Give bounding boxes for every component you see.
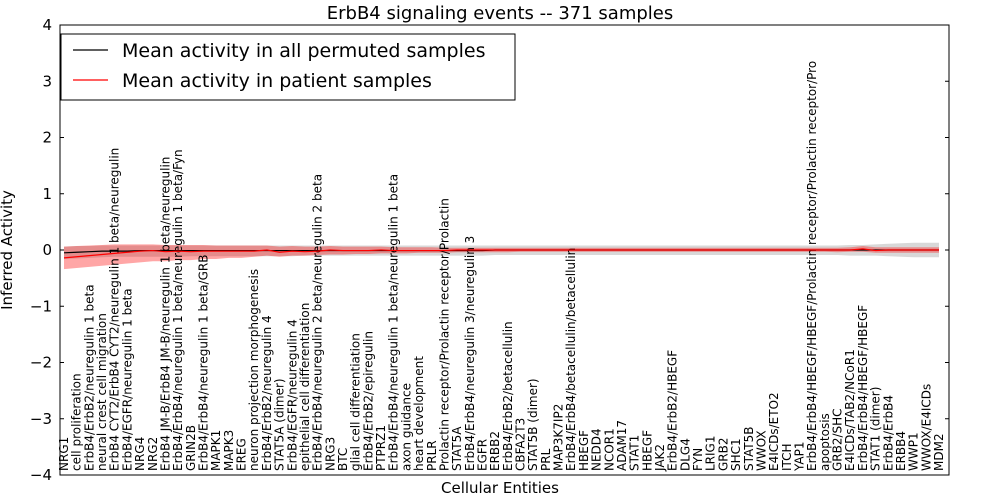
entity-label: ERBB2 [488,431,502,471]
entity-label: ITCH [780,443,794,471]
y-tick-label: 4 [42,16,52,34]
entity-label: ErbB4/ErbB4/HBEGF/HBEGF/Prolactin recept… [805,61,819,471]
entity-label: STAT1 (dimer) [869,387,883,471]
entity-label: ErbB4/ErbB4/neuregulin 2 beta/neuregulin… [311,174,325,471]
entity-label: ErbB4/ErbB4 [881,395,895,471]
entity-label: HBEGF [577,430,591,471]
entity-label: YAP1 [793,442,807,472]
entity-label: WWOX [754,430,768,471]
entity-label: HBEGF [640,430,654,471]
entity-label: NRG4 [133,437,147,471]
entity-label: STAT1 [628,435,642,471]
entity-label: apoptosis [818,413,832,471]
legend-entry-permuted: Mean activity in all permuted samples [122,40,485,62]
entity-label: glial cell differentiation [349,333,363,471]
entity-label: MAP3K7IP2 [552,404,566,471]
entity-label: GRIN2B [184,425,198,471]
y-tick-label: −1 [30,297,52,315]
entity-label: ErbB4/ErbB4/betacellulin/betacellulin [564,248,578,471]
entity-label: epithelial cell differentiation [298,303,312,471]
entity-label: heart development [412,356,426,471]
entity-label: ErbB4/ErbB2/epiregulin [361,331,375,471]
entity-label: E4ICDs/ETO2 [767,392,781,471]
entity-label: CBFA2T3 [514,418,528,471]
entity-label: GRB2 [716,437,730,471]
y-tick-label: 1 [42,185,52,203]
y-tick-label: 2 [42,129,52,147]
entity-label: PRLR [425,440,439,471]
entity-label: NRG2 [146,437,160,471]
y-tick-label: 0 [42,241,52,259]
series-lines [63,248,939,259]
entity-label: ErbB4/ErbB2/betacellulin [501,321,515,471]
legend: Mean activity in all permuted samples Me… [60,33,516,101]
entity-label: cell proliferation [70,373,84,471]
entity-label: MAPK3 [222,430,236,471]
entity-label: ErbB4/ErbB4/neuregulin 3/neuregulin 3 [463,236,477,471]
y-axis: −4 −3 −2 −1 0 1 2 3 4 [30,16,949,484]
entity-label: ADAM17 [615,420,629,471]
entity-label: ErbB4/ErbB4/HBEGF/HBEGF [856,305,870,471]
y-tick-label: −2 [30,354,52,372]
entity-label: ErbB4/ErbB4/neuregulin 1 beta/neuregulin… [171,149,185,471]
entity-label: JAK2 [653,444,667,472]
entity-label: ErbB4 CYT2/ErbB4 CYT2/neuregulin 1 beta/… [108,148,122,471]
y-tick-label: −4 [30,466,52,484]
entity-label: ErbB4/ErbB4/neuregulin 1 beta/GRB [196,255,210,471]
chart-title: ErbB4 signaling events -- 371 samples [327,3,674,24]
entity-label: neural crest cell migration [95,313,109,471]
entity-label: STAT5A (dimer) [273,378,287,471]
legend-entry-patient: Mean activity in patient samples [122,70,432,92]
entity-label: PTPRZ1 [374,425,388,471]
entity-label: FYN [691,448,705,471]
entity-label: GRB2/SHC [831,408,845,471]
legend-box [60,33,516,101]
entity-label: STAT5A [450,426,464,471]
x-axis-label: Cellular Entities [441,479,559,497]
entity-label: STAT5B [742,427,756,472]
entity-label: WWOX/E4ICDs [919,384,933,471]
y-tick-label: 3 [42,72,52,90]
entity-label: STAT5B (dimer) [526,378,540,471]
entity-label: NCOR1 [602,428,616,471]
entity-label: ErbB4/EGFR/neuregulin 1 beta [120,288,134,471]
entity-label: ErbB4 JM-B/ErbB4 JM-B/neuregulin 1 beta/… [158,157,172,471]
entity-label: PRL [539,448,553,471]
entity-label: ERBB4 [894,431,908,471]
entity-label: Prolactin receptor/Prolactin receptor/Pr… [437,198,451,471]
entity-label: BTC [336,448,350,471]
entity-label: ErbB4/ErbB2/HBEGF [666,350,680,471]
y-tick-label: −3 [30,410,52,428]
entity-label: ErbB4/EGFR/neuregulin 4 [285,319,299,471]
entity-label: NRG3 [323,437,337,471]
series-line-patient [63,248,939,259]
entity-label: MDM2 [932,433,946,471]
entity-label: DLG4 [678,438,692,471]
band-permuted [64,242,939,259]
entity-label: LRIG1 [704,436,718,472]
entity-label: NEDD4 [590,428,604,471]
entity-label: ErbB4/ErbB2/neuregulin 1 beta [82,284,96,471]
entity-label: neuron projection morphogenesis [247,269,261,471]
entity-label: WWP1 [907,432,921,471]
entity-label: SHC1 [729,438,743,471]
entity-label: ErbB4/ErbB2/neuregulin 4 [260,315,274,471]
entity-label: ErbB4/ErbB4/neuregulin 1 beta/neuregulin… [387,174,401,471]
entity-label: E4ICDs/TAB2/NCoR1 [843,349,857,471]
entity-label: EGFR [475,439,489,471]
y-axis-label: Inferred Activity [0,190,16,310]
entity-label: axon guidance [399,383,413,471]
entity-label: MAPK1 [209,430,223,471]
entity-label: EREG [235,438,249,471]
